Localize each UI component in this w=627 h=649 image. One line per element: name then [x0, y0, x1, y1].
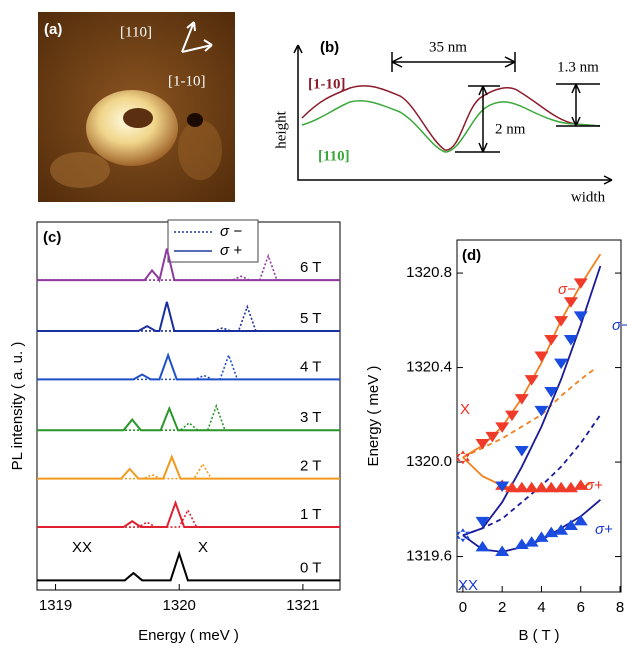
legend-label: σ + — [220, 242, 242, 259]
page: Quantum ring figure {"panel_a": {"label"… — [0, 0, 627, 649]
panel-a: (a) [110] [1-10] — [38, 12, 235, 202]
axis-label: height — [273, 110, 289, 148]
dimension-arrow — [455, 86, 500, 152]
field-label: 2 T — [300, 458, 321, 475]
x-tick-label: 1320 — [163, 597, 196, 614]
afm-texture — [178, 120, 222, 180]
axis-label: width — [571, 189, 606, 205]
direction-label: [110] — [120, 24, 152, 40]
profile-name: [110] — [318, 148, 350, 164]
profile-name: [1-10] — [308, 76, 346, 92]
spectrum — [37, 355, 340, 379]
annotation: XX — [458, 577, 478, 594]
data-point — [544, 335, 558, 346]
profile-line — [302, 86, 600, 150]
data-point — [574, 278, 588, 289]
y-axis-label: PL intensity ( a. u. ) — [9, 342, 26, 471]
data-point — [525, 375, 539, 386]
ring — [86, 90, 178, 166]
page-body: (a) [110] [1-10] (b) height width 35 nm … — [0, 0, 627, 649]
x-tick-label: 4 — [537, 599, 545, 616]
spectrum — [37, 302, 340, 331]
legend-label: σ − — [220, 223, 242, 240]
dimension-label: 1.3 nm — [557, 59, 599, 75]
panel-b: (b) height width 35 nm 1.3 nm 2 nm [1-10… — [273, 39, 612, 205]
annotation: σ+ — [595, 521, 613, 538]
annotation: σ− — [612, 317, 627, 334]
data-point — [564, 297, 578, 308]
field-label: 3 T — [300, 409, 321, 426]
plot-frame — [37, 222, 340, 590]
direction-label: [1-10] — [168, 73, 206, 89]
x-tick-label: 0 — [459, 599, 467, 616]
annotation: X — [460, 401, 470, 418]
x-axis-label: Energy ( meV ) — [138, 627, 239, 644]
x-tick-label: 6 — [577, 599, 585, 616]
data-point — [515, 394, 529, 405]
y-tick-label: 1319.6 — [406, 548, 452, 565]
x-tick-label: 1319 — [39, 597, 72, 614]
field-label: 0 T — [300, 559, 321, 576]
peak-label: XX — [72, 539, 92, 556]
afm-texture — [187, 113, 203, 127]
legend-box — [168, 220, 258, 262]
y-tick-label: 1320.8 — [406, 264, 452, 281]
annotation: σ− — [558, 281, 576, 298]
x-axis-label: B ( T ) — [518, 627, 559, 644]
panel-label: (a) — [44, 21, 62, 38]
dimension-label: 2 nm — [495, 121, 526, 137]
field-label: 6 T — [300, 259, 321, 276]
fit-line — [463, 266, 600, 535]
spectrum — [37, 355, 340, 379]
ring-hole — [123, 108, 153, 128]
y-tick-label: 1320.0 — [406, 453, 452, 470]
field-label: 1 T — [300, 506, 321, 523]
y-axis-label: Energy ( meV ) — [365, 366, 382, 467]
field-label: 4 T — [300, 358, 321, 375]
panel-label: (b) — [320, 39, 339, 56]
spectrum — [37, 307, 340, 331]
data-point — [574, 311, 588, 322]
dimension-label: 35 nm — [429, 39, 467, 55]
panel-label: (c) — [43, 229, 61, 246]
plot-area — [456, 254, 600, 556]
y-tick-label: 1320.4 — [406, 359, 452, 376]
spectrum — [37, 464, 340, 479]
figure: (a) [110] [1-10] (b) height width 35 nm … — [0, 0, 627, 649]
spectrum — [37, 406, 340, 430]
spectrum — [37, 510, 340, 527]
x-tick-label: 2 — [498, 599, 506, 616]
afm-texture — [50, 152, 110, 188]
profile-line — [302, 101, 600, 152]
spectrum — [37, 408, 340, 430]
panel-label: (d) — [462, 247, 481, 264]
spectrum — [37, 554, 340, 581]
x-tick-label: 8 — [616, 599, 624, 616]
data-point — [554, 316, 568, 327]
data-point — [534, 352, 548, 363]
peak-label: X — [198, 539, 208, 556]
field-label: 5 T — [300, 310, 321, 327]
x-tick-label: 1321 — [286, 597, 319, 614]
spectrum — [37, 503, 340, 527]
spectrum — [37, 457, 340, 479]
annotation: σ+ — [585, 477, 603, 494]
